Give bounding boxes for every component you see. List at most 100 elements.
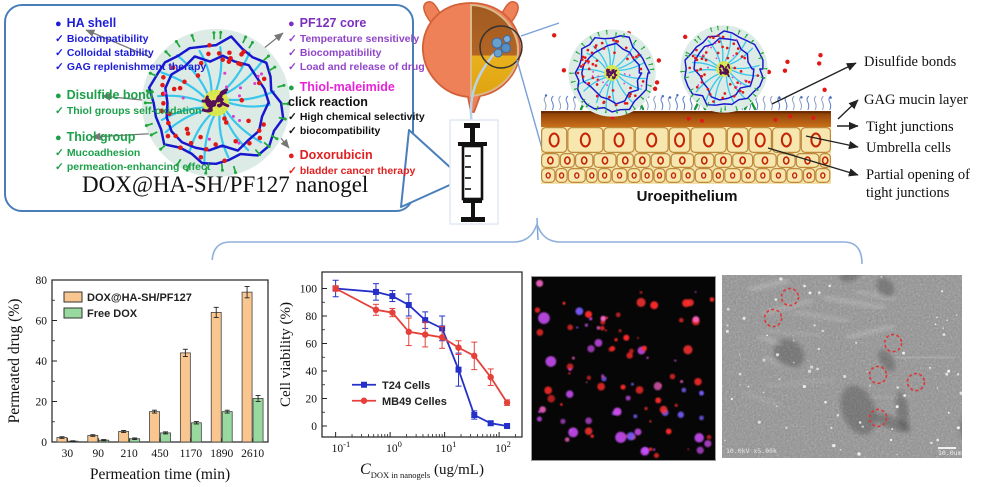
check-icon: ✓ [288,164,297,177]
bullet-icon: ● [288,82,295,94]
sem-scale-label: 10.0um [938,449,962,457]
svg-text:80: 80 [36,275,48,287]
svg-text:40: 40 [306,366,318,378]
svg-text:30: 30 [62,448,74,460]
svg-text:60: 60 [36,316,48,328]
catheter-tube [469,49,498,125]
svg-text:CDOX in nanogels (ug/mL): CDOX in nanogels (ug/mL) [360,461,484,480]
bullet-icon: ● [288,150,295,162]
svg-text:T24 Cells: T24 Cells [382,380,430,392]
checklist-item: ✓ Colloidal stability [55,46,154,59]
checklist-item: ✓ Biocompatibility [55,32,149,45]
annotation-disulfide-bonds: Disulfide bonds [864,54,957,70]
nanogel-marker-circle [868,365,888,385]
svg-text:MB49 Celles: MB49 Celles [382,396,447,408]
bullet-icon: ● [55,90,62,102]
svg-text:100: 100 [386,439,402,455]
checklist-item: ✓ bladder cancer therapy [288,164,416,177]
check-icon: ✓ [55,32,64,45]
legend-group-doxorubicin: ● Doxorubicin ✓ bladder cancer therapy [288,148,415,177]
group-header: ● Doxorubicin [288,148,373,162]
check-icon: ✓ [288,111,297,124]
syringe-icon [449,119,499,225]
check-icon: ✓ [55,46,64,59]
legend-group-thiol-group: ● Thiol group ✓ Mucoadhesion ✓ permeation-en… [55,130,210,173]
annotation-gag-mucin-layer: GAG mucin layer [864,92,968,108]
check-icon: ✓ [55,104,64,117]
cell-viability-line-chart: 0 20 40 60 80 100 10-1 100 101 102 T24 Cells MB49 C… [278,260,534,487]
svg-text:210: 210 [121,448,139,460]
checklist-item: ✓ High chemical selectivity [288,111,425,124]
bullet-icon: ● [55,18,62,30]
sem-micrograph: 10.0kV x5.00k 10.0um [722,275,962,458]
checklist-item: ✓ Load and release of drug [288,60,425,73]
bullet-icon: ● [288,18,295,30]
svg-text:DOX@HA-SH/PF127: DOX@HA-SH/PF127 [87,292,192,304]
group-header: ● Thiol-maleimide click reaction [288,80,395,109]
check-icon: ✓ [55,60,64,73]
svg-text:20: 20 [306,394,318,406]
nanogel-on-mucosa-right [680,25,768,113]
svg-text:0: 0 [311,421,317,433]
svg-text:Permeated drug (%): Permeated drug (%) [6,299,23,424]
svg-text:1170: 1170 [180,448,203,460]
legend-group-ha-shell: ● HA shell ✓ Biocompatibility ✓ Colloidal st… [55,16,206,73]
checklist-item: ✓ Mucoadhesion [55,146,141,159]
legend-group-thiol-maleimide: ● Thiol-maleimide click reaction ✓ High ch… [288,80,425,138]
checklist-item: ✓ permeation-enhancing effect [55,160,211,173]
checklist-item: ✓ Biocompatibility [288,46,382,59]
svg-text:1890: 1890 [210,448,233,460]
legend-group-pf127-core: ● PF127 core ✓ Temperature sensitively ✓ Bio… [288,16,425,73]
svg-text:Permeation time (min): Permeation time (min) [90,466,230,483]
check-icon: ✓ [55,160,64,173]
svg-text:40: 40 [36,356,48,368]
svg-text:10-1: 10-1 [332,439,351,455]
sem-footer-text: 10.0kV x5.00k [726,447,777,455]
annotation-umbrella-cells: Umbrella cells [866,140,951,156]
checklist-item: ✓ Temperature sensitively [288,32,420,45]
nanogel-illustration [141,28,291,178]
bullet-icon: ● [55,132,62,144]
check-icon: ✓ [288,60,297,73]
svg-text:Free DOX: Free DOX [87,308,138,320]
nanogel-marker-circle [763,308,783,328]
nanogel-title: DOX@HA-SH/PF127 nanogel [82,172,369,197]
group-header: ● Disulfide bond [55,88,154,102]
svg-text:2610: 2610 [241,448,264,460]
instilled-nanogel-cluster [491,35,511,58]
check-icon: ✓ [288,32,297,45]
checklist-item: ✓ GAG replenishment therapy [55,60,207,73]
svg-text:450: 450 [151,448,169,460]
svg-text:0: 0 [41,437,47,449]
group-header: ● PF127 core [288,16,367,30]
speech-bubble-tail [400,129,464,208]
annotation-arrows [767,62,859,177]
checklist-item: ✓ Thiol groups self-oxidation [55,104,202,117]
group-header: ● HA shell [55,16,117,30]
annotation-tight-junctions: Tight junctions [866,119,954,135]
svg-text:80: 80 [306,311,318,323]
nanogel-marker-circle [868,408,888,428]
permeation-bar-chart: 0 20 40 60 80 30 90 210 450 1170 1890 2610 DOX@HA-SH… [6,260,276,487]
svg-text:20: 20 [36,397,48,409]
svg-text:102: 102 [495,439,511,455]
magnifier-circle [479,25,523,69]
check-icon: ✓ [55,146,64,159]
nanogel-on-mucosa-left [568,29,656,117]
svg-text:100: 100 [300,284,318,296]
brace-connector [211,221,863,265]
check-icon: ✓ [288,125,297,138]
group-header: ● Thiol group [55,130,136,144]
svg-text:60: 60 [306,339,318,351]
annotation-partial-opening: Partial opening of tight junctions [866,167,970,202]
legend-group-disulfide-bond: ● Disulfide bond ✓ Thiol groups self-oxida… [55,88,202,117]
svg-text:Cell viability (%): Cell viability (%) [278,302,294,407]
check-icon: ✓ [288,46,297,59]
bladder-illustration [422,1,523,125]
uroepithelium-label: Uroepithelium [636,188,738,205]
checklist-item: ✓ biocompatibility [288,125,381,138]
svg-text:90: 90 [93,448,105,460]
svg-text:101: 101 [441,439,457,455]
